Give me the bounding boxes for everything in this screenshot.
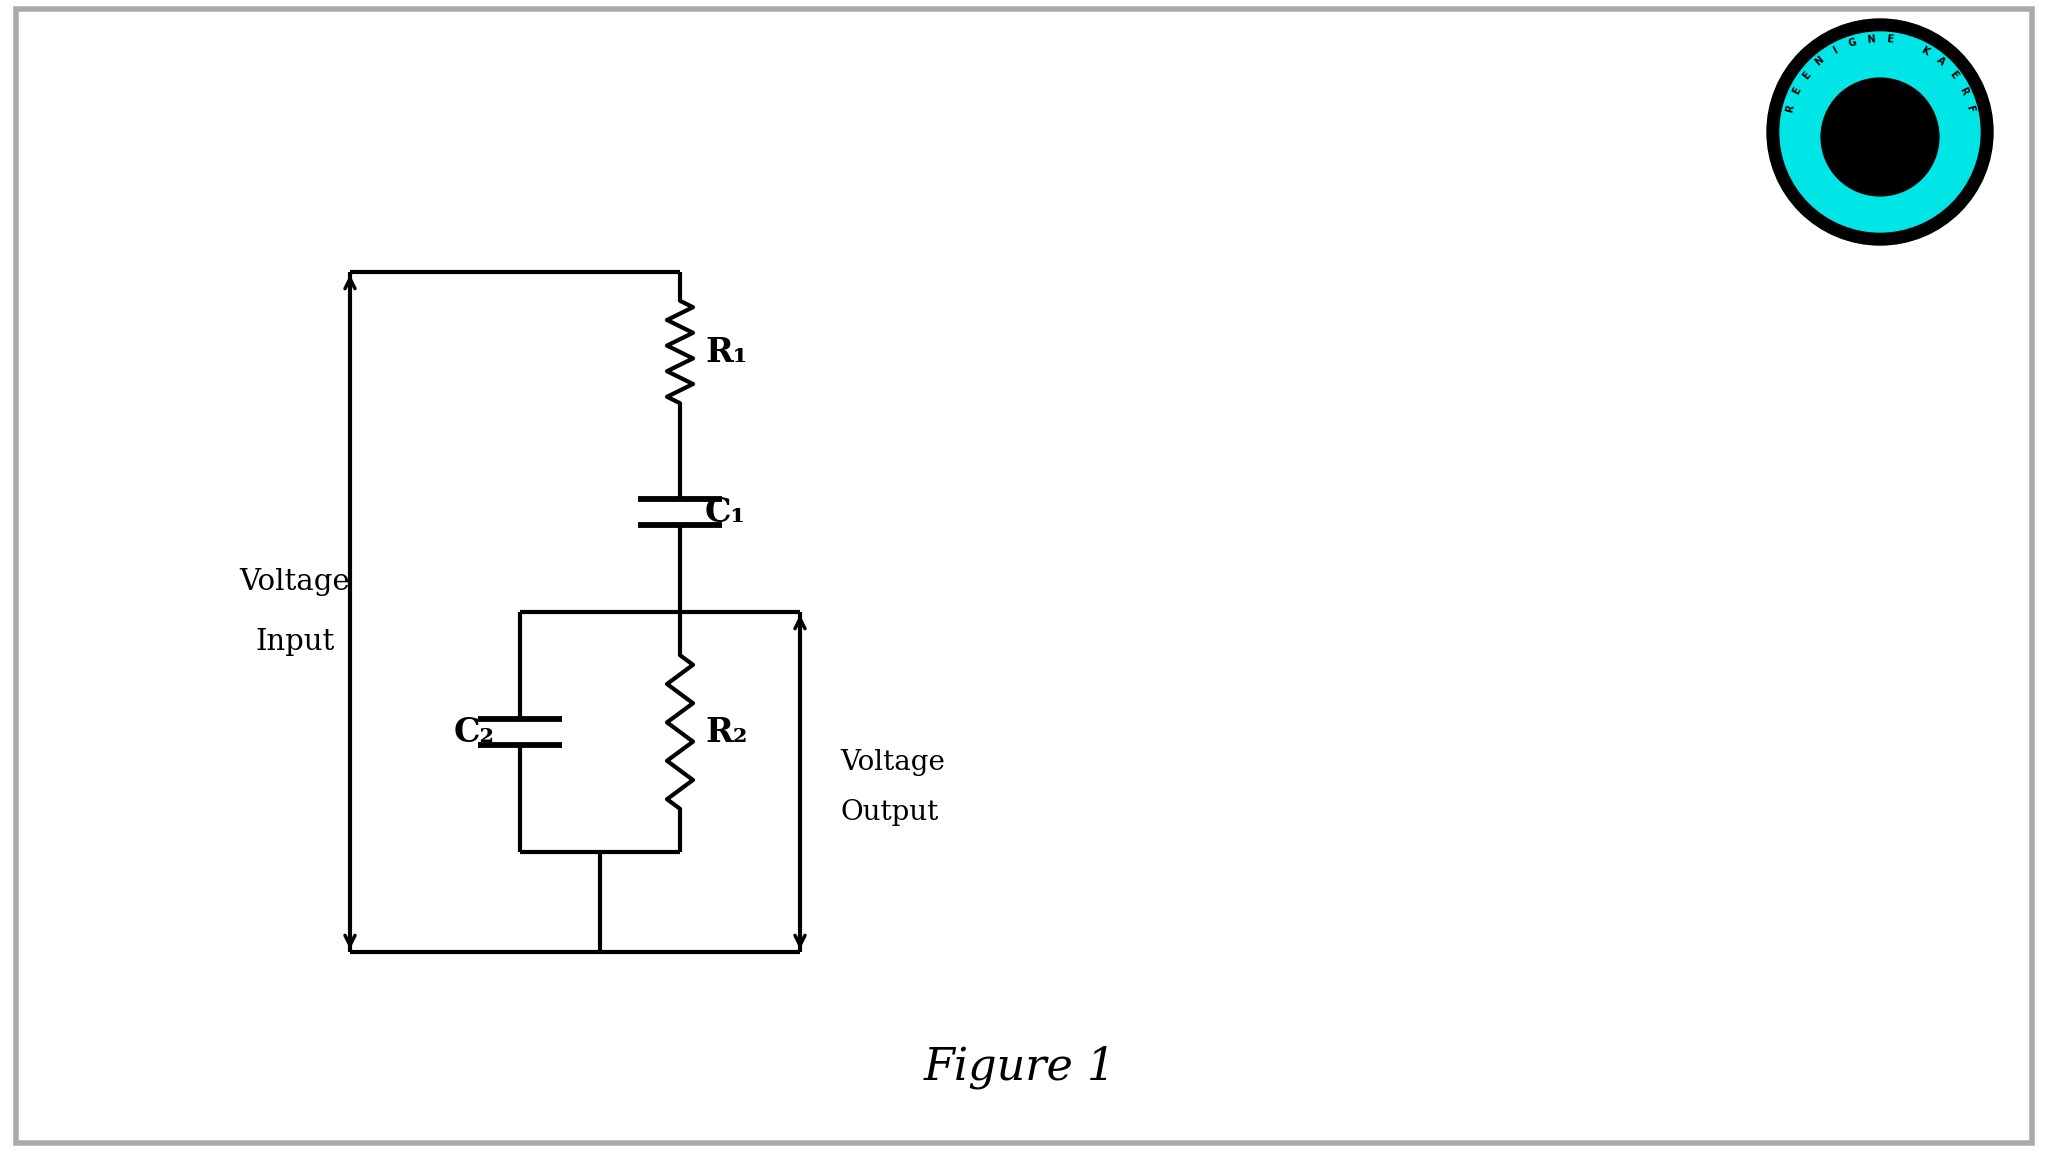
Text: A: A xyxy=(1935,55,1948,68)
Text: N: N xyxy=(1812,55,1825,68)
Text: G: G xyxy=(1847,37,1858,50)
Text: N: N xyxy=(1866,35,1876,45)
Text: E: E xyxy=(1886,35,1892,45)
Text: I: I xyxy=(1831,45,1839,56)
Circle shape xyxy=(1767,18,1993,245)
Text: 👤: 👤 xyxy=(1874,128,1886,146)
Text: Voltage: Voltage xyxy=(840,749,944,775)
Text: Output: Output xyxy=(840,798,938,826)
Text: E: E xyxy=(1800,69,1812,81)
Text: C₂: C₂ xyxy=(455,715,496,749)
Circle shape xyxy=(1780,32,1980,232)
Text: K: K xyxy=(1919,45,1931,56)
Text: E: E xyxy=(1790,86,1802,97)
Text: C₁: C₁ xyxy=(705,495,745,529)
Text: Voltage: Voltage xyxy=(240,568,350,596)
Text: F: F xyxy=(1964,105,1976,113)
Text: R₁: R₁ xyxy=(705,335,748,369)
Circle shape xyxy=(1821,78,1939,196)
Text: R: R xyxy=(1958,85,1970,97)
Text: Figure 1: Figure 1 xyxy=(924,1045,1116,1089)
Text: Input: Input xyxy=(256,628,334,655)
Text: R: R xyxy=(1784,104,1796,114)
Text: E: E xyxy=(1948,69,1960,81)
Text: R₂: R₂ xyxy=(705,715,748,749)
